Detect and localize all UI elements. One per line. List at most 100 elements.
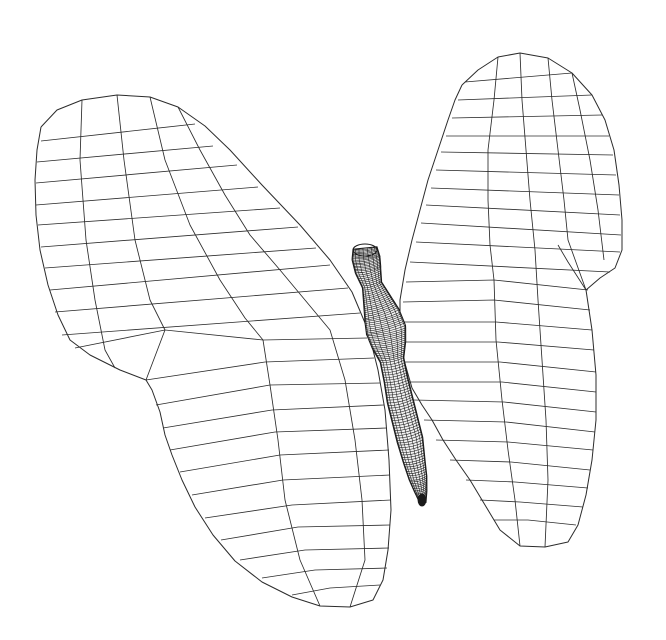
body-ring [398, 442, 424, 448]
body-ring [400, 447, 424, 453]
left-wing-grid-col [177, 106, 366, 608]
body-ring [394, 426, 421, 434]
body-longitude [352, 249, 421, 504]
right-wing-grid-row [420, 222, 622, 236]
right-wing-grid-col [519, 52, 549, 548]
body-ring [404, 461, 426, 468]
right-wing-grid-row [425, 204, 621, 216]
body-ring [354, 263, 381, 269]
right-wing-grid-row [401, 321, 593, 331]
body-ring [397, 436, 423, 444]
body-ring [389, 404, 415, 411]
body-ring [362, 281, 382, 289]
left-wing-mesh [34, 94, 392, 608]
body-ring [364, 307, 399, 319]
body-ring [359, 276, 382, 283]
body-tail-tip [417, 493, 427, 507]
body-ring [401, 452, 425, 458]
body-ring [363, 290, 388, 299]
right-wing-grid-row [413, 399, 597, 413]
butterfly-body-mesh [351, 243, 428, 507]
body-ring [386, 392, 412, 398]
body-ring [364, 309, 400, 321]
body-ring [364, 311, 401, 322]
left-wing-grid-col [79, 99, 116, 369]
body-ring [390, 409, 416, 416]
body-ring [403, 459, 426, 465]
body-ring [369, 333, 406, 342]
body-ring [357, 270, 381, 278]
body-ring [386, 394, 413, 401]
right-wing-grid-col [571, 72, 605, 261]
body-ring [375, 347, 406, 354]
right-wing-grid-col [547, 57, 587, 291]
body-ring [383, 372, 407, 378]
body-ring [366, 322, 405, 334]
body-ring [382, 367, 406, 373]
right-wing-grid-row [403, 361, 597, 373]
body-ring [355, 266, 381, 274]
body-ring [415, 490, 428, 495]
body-ring [361, 280, 382, 287]
right-wing-grid-row [405, 279, 589, 291]
body-ring [396, 434, 423, 441]
left-wing-grid-row [44, 247, 317, 269]
body-ring [392, 419, 419, 426]
left-wing-grid-row [40, 226, 299, 248]
right-wing-grid-row [415, 241, 621, 253]
right-wing-grid-row [423, 419, 596, 433]
body-ring [393, 421, 420, 429]
body-ring [384, 379, 409, 386]
body-ring [352, 256, 381, 263]
left-wing-grid-row [35, 186, 259, 206]
body-ring [376, 349, 405, 356]
right-wing-grid-row [401, 341, 595, 351]
body-longitude [358, 248, 422, 504]
right-wing-outline [399, 52, 623, 548]
body-ring [377, 351, 405, 358]
body-ring [403, 457, 425, 463]
left-wing-grid-col [116, 94, 166, 381]
body-ring [352, 258, 381, 264]
left-wing-grid-row [40, 123, 196, 142]
body-ring [383, 374, 408, 381]
right-wing-grid-row [464, 72, 573, 83]
right-wing-grid-row [430, 187, 620, 196]
left-wing-grid-row [49, 264, 331, 291]
body-ring [412, 483, 427, 488]
body-ring [354, 264, 381, 270]
body-ring [356, 268, 381, 276]
right-wing-grid-row [409, 261, 611, 273]
body-ring [388, 401, 415, 409]
body-ring [363, 297, 392, 307]
body-ring [372, 341, 406, 349]
right-wing-grid-row [457, 94, 593, 101]
right-wing-grid-row [435, 439, 594, 451]
left-wing-grid-row [54, 287, 349, 313]
body-ring [387, 399, 414, 406]
body-ring [400, 449, 425, 456]
right-wing-grid-row [440, 151, 614, 156]
left-wing-grid-row [145, 357, 375, 381]
body-ring [397, 439, 424, 446]
body-ring [357, 272, 382, 279]
body-ring [378, 353, 405, 360]
body-ring [394, 424, 420, 431]
left-wing-outline [34, 94, 392, 608]
body-ring [363, 288, 387, 297]
body-ring [363, 291, 389, 301]
body-ring [364, 300, 394, 311]
right-wing-grid-row [408, 381, 597, 393]
body-ring [352, 247, 378, 252]
left-wing-grid-row [220, 524, 391, 541]
body-ring [384, 382, 410, 388]
body-ring [363, 295, 391, 305]
body-ring [405, 464, 426, 470]
body-ring [352, 253, 380, 258]
body-ring [365, 313, 402, 324]
body-ring [367, 327, 406, 336]
body-ring [366, 325, 406, 335]
body-ring [352, 255, 380, 261]
body-ring [411, 481, 427, 486]
